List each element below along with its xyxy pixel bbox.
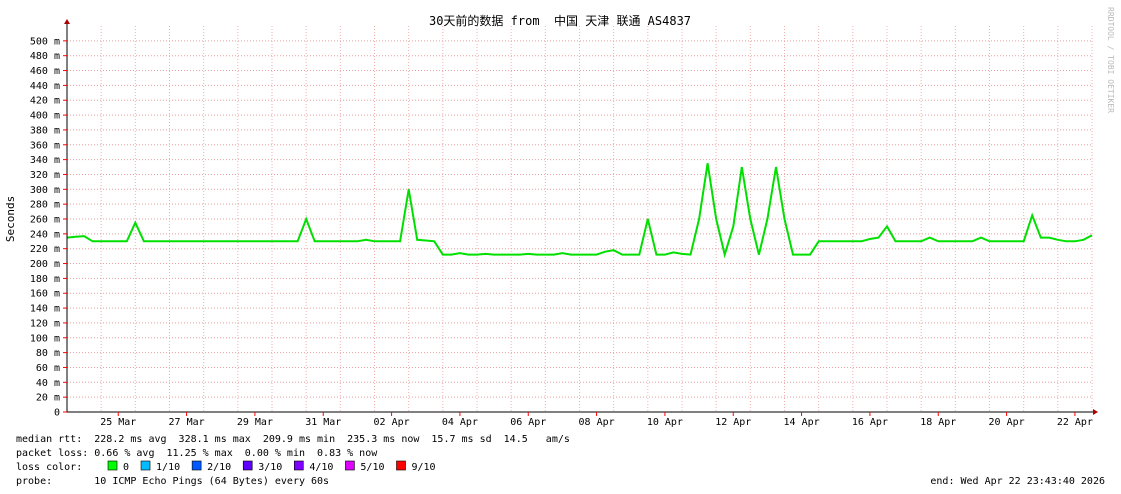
x-tick-label: 08 Apr — [579, 417, 615, 428]
loss-swatch — [294, 460, 304, 471]
y-tick-label: 120 m — [30, 318, 60, 329]
y-tick-label: 440 m — [30, 81, 60, 92]
y-tick-label: 20 m — [36, 393, 60, 404]
loss-label: 1/10 — [156, 462, 180, 473]
plot — [66, 163, 1093, 259]
loss-label: 3/10 — [258, 462, 282, 473]
grid — [66, 26, 1093, 413]
loss-swatch — [396, 460, 406, 471]
chart-title: 30天前的数据 from 中国 天津 联通 AS4837 — [429, 13, 691, 28]
y-tick-label: 480 m — [30, 51, 60, 62]
y-tick-label: 380 m — [30, 125, 60, 136]
x-tick-label: 20 Apr — [989, 417, 1025, 428]
x-tick-label: 04 Apr — [442, 417, 478, 428]
y-tick-label: 80 m — [36, 348, 60, 359]
y-tick-label: 460 m — [30, 66, 60, 77]
y-tick-label: 140 m — [30, 304, 60, 315]
loss-color-label: loss color: — [16, 462, 82, 473]
y-tick-label: 240 m — [30, 229, 60, 240]
loss-swatch — [191, 460, 202, 471]
x-tick-label: 12 Apr — [715, 417, 751, 428]
x-tick-label: 31 Mar — [305, 417, 341, 428]
y-tick-label: 0 — [54, 408, 60, 419]
x-tick-label: 25 Mar — [100, 417, 136, 428]
x-tick-label: 06 Apr — [510, 417, 546, 428]
loss-label: 4/10 — [309, 462, 333, 473]
loss-label: 0 — [123, 462, 129, 473]
median-line — [66, 163, 1093, 259]
y-tick-label: 500 m — [30, 36, 60, 47]
y-tick-label: 340 m — [30, 155, 60, 166]
x-tick-label: 16 Apr — [852, 417, 888, 428]
x-tick-label: 10 Apr — [647, 417, 683, 428]
loss-label: 9/10 — [412, 462, 436, 473]
x-tick-label: 18 Apr — [920, 417, 956, 428]
watermark: RRDTOOL / TOBI OETIKER — [1106, 7, 1115, 113]
y-tick-label: 420 m — [30, 96, 60, 107]
x-tick-label: 29 Mar — [237, 417, 273, 428]
y-arrow — [64, 19, 70, 24]
y-tick-label: 100 m — [30, 333, 60, 344]
end-time: end: Wed Apr 22 23:43:40 2026 — [930, 476, 1105, 487]
loss-label: 5/10 — [360, 462, 384, 473]
y-tick-label: 60 m — [36, 363, 60, 374]
y-tick-label: 160 m — [30, 289, 60, 300]
y-tick-label: 320 m — [30, 170, 60, 181]
loss-swatch — [107, 460, 118, 471]
x-tick-label: 14 Apr — [784, 417, 820, 428]
x-tick-label: 27 Mar — [169, 417, 205, 428]
y-tick-label: 260 m — [30, 215, 60, 226]
stats: median rtt: 228.2 ms avg 328.1 ms max 20… — [16, 434, 570, 445]
y-tick-label: 200 m — [30, 259, 60, 270]
loss-swatch — [140, 460, 151, 471]
y-tick-label: 280 m — [30, 200, 60, 211]
loss-swatch — [345, 460, 355, 471]
x-tick-label: 22 Apr — [1057, 417, 1093, 428]
y-tick-label: 220 m — [30, 244, 60, 255]
loss-swatch — [242, 460, 253, 471]
probe: probe: 10 ICMP Echo Pings (64 Bytes) eve… — [16, 476, 329, 487]
y-tick-label: 360 m — [30, 140, 60, 151]
x-tick-label: 02 Apr — [374, 417, 410, 428]
y-tick-label: 300 m — [30, 185, 60, 196]
loss-label: 2/10 — [207, 462, 231, 473]
x-arrow — [1093, 409, 1098, 415]
y-tick-label: 180 m — [30, 274, 60, 285]
packet-loss: packet loss: 0.66 % avg 11.25 % max 0.00… — [16, 448, 378, 459]
y-tick-label: 40 m — [36, 378, 60, 389]
y-tick-label: 400 m — [30, 111, 60, 122]
loss-legend: 0 1/10 2/10 3/10 4/10 5/10 9/10 — [107, 460, 436, 473]
y-axis-label: Seconds — [4, 196, 17, 242]
